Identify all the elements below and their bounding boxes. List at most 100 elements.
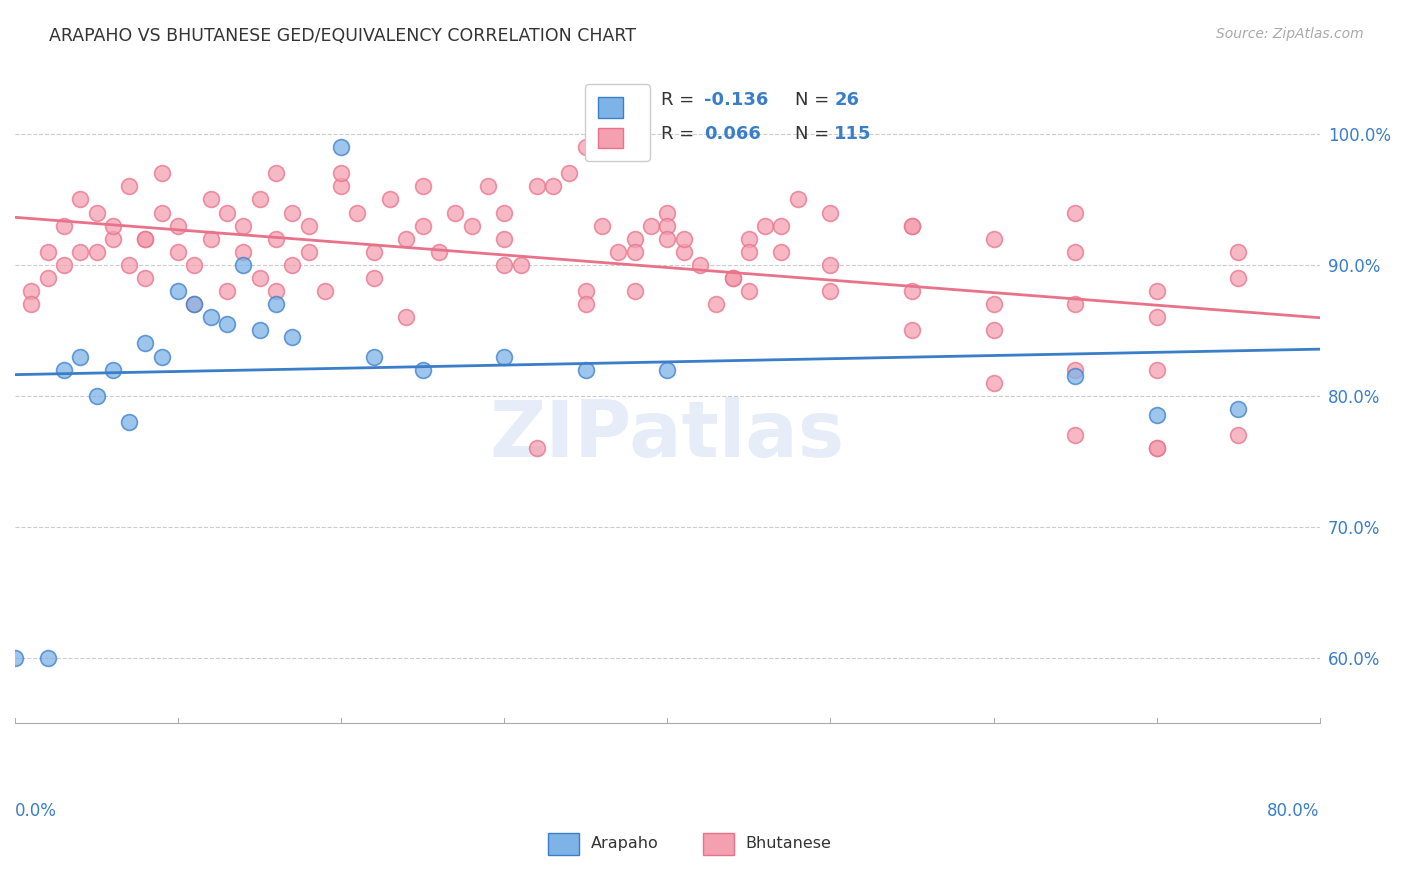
Text: Arapaho: Arapaho	[591, 837, 658, 851]
Point	[200, 310, 222, 325]
Text: R =: R =	[661, 125, 695, 143]
Point	[86, 205, 108, 219]
Text: N =: N =	[796, 91, 830, 109]
Point	[69, 350, 91, 364]
Point	[232, 244, 254, 259]
Point	[477, 179, 499, 194]
Point	[183, 258, 205, 272]
Point	[1146, 441, 1168, 455]
Point	[526, 179, 548, 194]
Point	[297, 244, 319, 259]
Point	[1064, 362, 1087, 376]
Text: R =: R =	[661, 91, 695, 109]
Point	[901, 219, 924, 233]
Point	[200, 193, 222, 207]
Point	[494, 205, 516, 219]
Point	[983, 297, 1005, 311]
Point	[901, 323, 924, 337]
Point	[983, 232, 1005, 246]
Point	[215, 205, 238, 219]
Point	[363, 271, 385, 285]
Point	[672, 232, 695, 246]
Point	[494, 232, 516, 246]
Point	[134, 232, 156, 246]
Point	[1146, 441, 1168, 455]
Point	[330, 179, 353, 194]
Point	[721, 271, 744, 285]
Point	[901, 219, 924, 233]
Point	[167, 219, 190, 233]
Point	[786, 193, 808, 207]
Point	[264, 166, 287, 180]
Point	[575, 140, 598, 154]
Point	[770, 219, 793, 233]
Point	[575, 297, 598, 311]
Point	[37, 244, 59, 259]
Point	[118, 415, 141, 429]
Point	[86, 244, 108, 259]
Point	[346, 205, 368, 219]
Point	[395, 232, 418, 246]
Text: Source: ZipAtlas.com: Source: ZipAtlas.com	[1216, 27, 1364, 41]
Point	[52, 362, 75, 376]
Text: -0.136: -0.136	[704, 91, 768, 109]
Point	[672, 244, 695, 259]
Point	[657, 362, 679, 376]
Point	[378, 193, 401, 207]
Point	[494, 350, 516, 364]
Point	[1227, 244, 1250, 259]
Point	[183, 297, 205, 311]
Text: ARAPAHO VS BHUTANESE GED/EQUIVALENCY CORRELATION CHART: ARAPAHO VS BHUTANESE GED/EQUIVALENCY COR…	[49, 27, 636, 45]
Point	[770, 244, 793, 259]
Point	[69, 244, 91, 259]
Point	[86, 389, 108, 403]
Point	[20, 284, 42, 298]
Point	[101, 232, 124, 246]
Point	[623, 244, 645, 259]
Point	[494, 258, 516, 272]
Text: 80.0%: 80.0%	[1267, 802, 1320, 820]
Point	[150, 166, 173, 180]
Text: 0.066: 0.066	[704, 125, 761, 143]
Point	[249, 323, 271, 337]
Point	[264, 297, 287, 311]
Point	[150, 350, 173, 364]
Point	[118, 179, 141, 194]
Point	[363, 350, 385, 364]
Point	[215, 317, 238, 331]
Point	[983, 376, 1005, 390]
Point	[1146, 362, 1168, 376]
Point	[4, 650, 27, 665]
Point	[183, 297, 205, 311]
Point	[820, 205, 842, 219]
Point	[427, 244, 450, 259]
Point	[623, 232, 645, 246]
Point	[541, 179, 564, 194]
Point	[412, 362, 434, 376]
Legend: , : ,	[585, 84, 650, 161]
Point	[738, 232, 761, 246]
Point	[69, 193, 91, 207]
Point	[820, 284, 842, 298]
Point	[150, 205, 173, 219]
Point	[264, 232, 287, 246]
Point	[1146, 310, 1168, 325]
Point	[281, 330, 304, 344]
Point	[134, 271, 156, 285]
Point	[575, 284, 598, 298]
Point	[509, 258, 531, 272]
Point	[395, 310, 418, 325]
Point	[1064, 369, 1087, 384]
Point	[1064, 244, 1087, 259]
Point	[1064, 297, 1087, 311]
Point	[575, 362, 598, 376]
Point	[657, 219, 679, 233]
Point	[901, 284, 924, 298]
Point	[37, 650, 59, 665]
Point	[1064, 205, 1087, 219]
Point	[134, 336, 156, 351]
Point	[754, 219, 776, 233]
Text: 26: 26	[834, 91, 859, 109]
Point	[249, 193, 271, 207]
Text: 115: 115	[834, 125, 872, 143]
